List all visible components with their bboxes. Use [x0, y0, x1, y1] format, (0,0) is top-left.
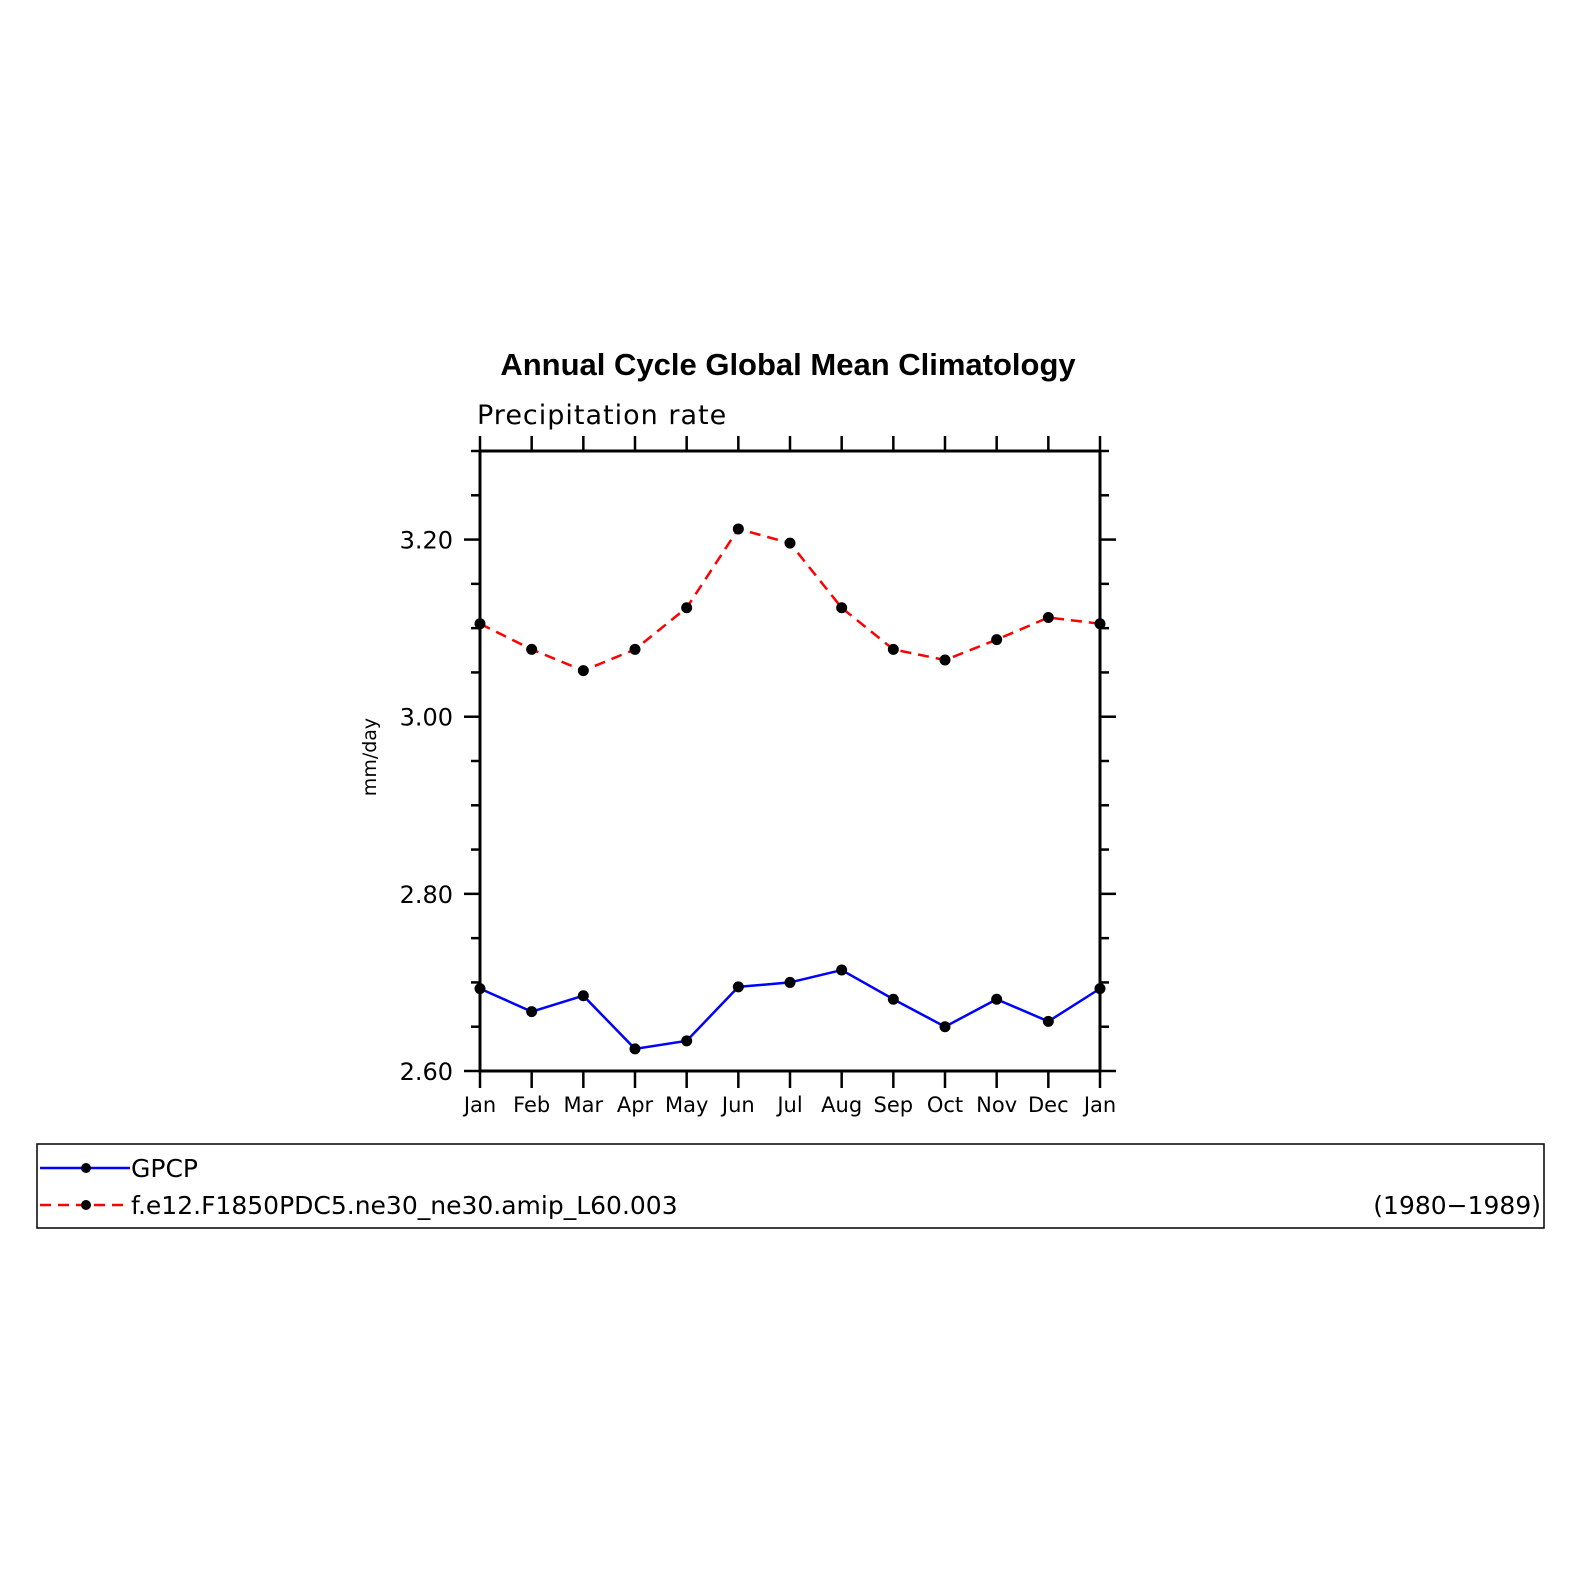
series-1-point	[1094, 618, 1106, 630]
x-tick-labels: Jan Feb Mar Apr May Jun Jul Aug Sep Oct Nov Dec Jan	[462, 1093, 1116, 1117]
x-tick-label: Jun	[720, 1093, 755, 1117]
legend-year-range: (1980−1989)	[1373, 1191, 1541, 1220]
series-0-point	[939, 1021, 951, 1033]
series-0-point	[577, 990, 589, 1002]
series-layer	[474, 523, 1106, 1055]
x-tick-label: Oct	[927, 1093, 963, 1117]
chart-title: Annual Cycle Global Mean Climatology	[500, 347, 1076, 382]
series-0-point	[991, 993, 1003, 1005]
y-tick-label: 2.80	[400, 881, 453, 909]
x-tick-label: Jan	[1082, 1093, 1116, 1117]
series-0-point	[732, 981, 744, 993]
series-line-1	[479, 527, 1101, 673]
series-1-point	[991, 634, 1003, 646]
series-1-point	[629, 643, 641, 655]
series-1-point	[836, 602, 848, 614]
plot-frame	[478, 449, 1102, 1073]
tick-marks	[464, 436, 1116, 1088]
x-tick-label: Apr	[617, 1093, 654, 1117]
series-0-point	[784, 976, 796, 988]
series-1-point	[939, 654, 951, 666]
x-tick-label: Dec	[1028, 1093, 1069, 1117]
series-1-point	[474, 618, 486, 630]
y-tick-label: 3.20	[400, 527, 453, 555]
x-tick-label: Feb	[513, 1093, 550, 1117]
series-1-point	[577, 665, 589, 677]
x-tick-label: Nov	[976, 1093, 1017, 1117]
series-0-point	[887, 993, 899, 1005]
x-tick-label: May	[665, 1093, 708, 1117]
x-tick-label: Jul	[775, 1093, 802, 1117]
series-0-point	[629, 1043, 641, 1055]
chart-subtitle: Precipitation rate	[477, 400, 727, 431]
series-0-point	[681, 1035, 693, 1047]
legend-marker-model	[81, 1200, 91, 1210]
series-1-point	[681, 602, 693, 614]
legend-label-gpcp: GPCP	[131, 1154, 198, 1183]
series-1-point	[887, 643, 899, 655]
series-1-point	[526, 643, 538, 655]
x-tick-label: Jan	[462, 1093, 496, 1117]
series-1-point	[1042, 612, 1054, 624]
y-tick-labels: 2.60 2.80 3.00 3.20	[400, 527, 453, 1086]
x-tick-label: Aug	[821, 1093, 862, 1117]
series-1-point	[732, 523, 744, 535]
legend-marker-gpcp	[81, 1163, 91, 1173]
legend: GPCP f.e12.F1850PDC5.ne30_ne30.amip_L60.…	[36, 1143, 1545, 1229]
legend-box	[36, 1143, 1545, 1229]
series-0-point	[836, 964, 848, 976]
series-0-point	[1042, 1015, 1054, 1027]
y-axis-label: mm/day	[359, 718, 381, 796]
series-0-point	[1094, 983, 1106, 995]
series-1-point	[784, 537, 796, 549]
y-tick-label: 2.60	[400, 1058, 453, 1086]
x-tick-label: Mar	[564, 1093, 604, 1117]
y-tick-label: 3.00	[400, 704, 453, 732]
x-tick-label: Sep	[874, 1093, 914, 1117]
series-0-point	[526, 1006, 538, 1018]
legend-label-model: f.e12.F1850PDC5.ne30_ne30.amip_L60.003	[131, 1191, 678, 1220]
series-0-point	[474, 983, 486, 995]
